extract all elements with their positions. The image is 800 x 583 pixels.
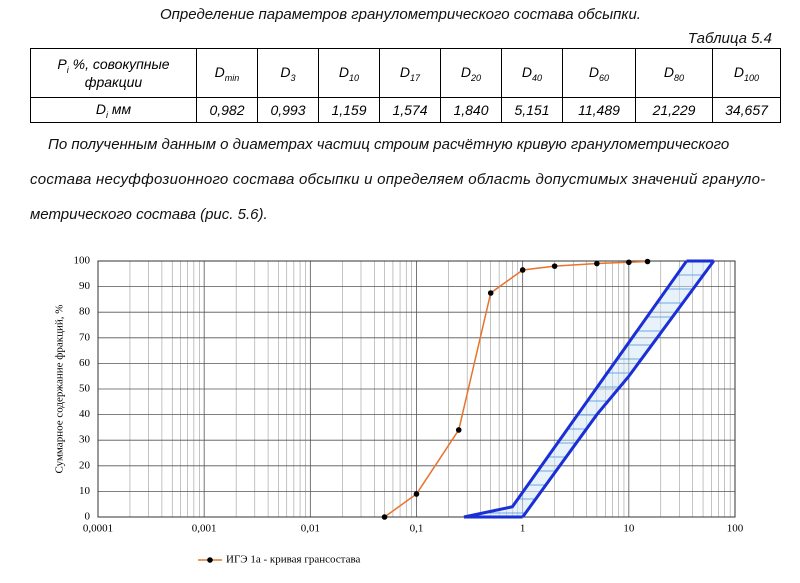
data-cell: 34,657: [712, 97, 781, 123]
point: [644, 258, 651, 265]
header-cell: D40: [501, 48, 563, 98]
data-cell: 11,489: [562, 97, 636, 123]
y-tick-label: 50: [79, 383, 91, 395]
x-tick-label: 0,01: [301, 523, 320, 535]
header-cell: D60: [562, 48, 636, 98]
legend-label: ИГЭ 1а - кривая грансостава: [226, 554, 361, 566]
header-cell: D20: [440, 48, 502, 98]
y-tick-label: 40: [79, 408, 91, 420]
band-fill: [463, 261, 714, 517]
header-cell: D10: [318, 48, 380, 98]
point: [626, 259, 632, 266]
row-label: Di мм: [30, 97, 197, 123]
data-cell: 0,993: [257, 97, 319, 123]
cell-text: D: [460, 63, 472, 80]
cell-text: min: [224, 72, 240, 83]
cell-text: D: [280, 63, 291, 80]
data-cell: 1,840: [440, 97, 502, 123]
cell-text: D: [399, 63, 411, 80]
cell-text: 100: [744, 72, 760, 83]
cell-text: i: [106, 109, 109, 120]
envelope-line: [463, 260, 688, 519]
paragraph-line: По полученным данным о диаметрах частиц …: [48, 136, 730, 153]
x-tick-label: 1: [520, 523, 526, 535]
y-tick-label: 70: [79, 331, 91, 343]
cell-text: 3: [290, 72, 296, 83]
x-tick-label: 10: [623, 523, 635, 535]
paragraph-line: состава несуффозионного состава обсыпки …: [30, 171, 766, 188]
point: [487, 290, 494, 296]
point: [594, 260, 600, 267]
cell-text: %, совокупные фракции: [68, 55, 170, 91]
cell-text: 60: [599, 72, 610, 83]
point: [381, 514, 388, 520]
cell-text: D: [663, 63, 675, 80]
cell-text: 17: [410, 72, 421, 83]
point: [455, 427, 462, 433]
cell-text: D: [214, 63, 225, 80]
plot-frame: [97, 260, 736, 518]
point: [519, 267, 526, 273]
cell-text: 20: [471, 72, 482, 83]
cell-text: мм: [108, 100, 132, 117]
legend-marker: [207, 557, 213, 563]
envelope-line: [521, 260, 715, 518]
table: Pi %, совокупные фракции Dmin D3 D10 D17 D20 D…: [30, 48, 781, 123]
header-cell: D17: [379, 48, 441, 98]
header-cell: D3: [257, 48, 319, 98]
y-tick-label: 80: [79, 306, 91, 318]
header-cell: Pi %, совокупные фракции: [30, 48, 197, 98]
data-cell: 5,151: [501, 97, 563, 123]
cell-text: i: [66, 64, 69, 75]
x-tick-label: 0,001: [192, 523, 217, 535]
data-cell: 21,229: [635, 97, 713, 123]
y-axis-label: Суммарное содержание фракций, %: [54, 305, 66, 474]
cell-text: 80: [674, 72, 685, 83]
x-tick-label: 100: [727, 523, 744, 535]
x-tick-label: 0,1: [410, 523, 424, 535]
data-cell: 1,574: [379, 97, 441, 123]
cell-text: 10: [349, 72, 360, 83]
cell-text: D: [588, 63, 600, 80]
y-tick-label: 0: [85, 511, 91, 523]
cell-text: D: [733, 63, 745, 80]
cell-text: D: [338, 63, 350, 80]
cell-text: D: [95, 100, 107, 117]
y-tick-label: 90: [79, 280, 91, 292]
cell-text: D: [521, 63, 533, 80]
cell-text: 40: [532, 72, 543, 83]
data-cell: 1,159: [318, 97, 380, 123]
y-tick-label: 20: [79, 459, 91, 471]
y-tick-label: 30: [79, 434, 91, 446]
paragraph-line: метрического состава (рис. 5.6).: [30, 206, 268, 223]
point: [413, 491, 420, 497]
title: Определение параметров гранулометрическо…: [160, 6, 641, 23]
point: [551, 263, 558, 269]
y-tick-label: 10: [79, 485, 91, 497]
header-cell: Dmin: [196, 48, 258, 98]
data-cell: 0,982: [196, 97, 258, 123]
x-tick-label: 0,0001: [83, 523, 113, 535]
chart: 0,0001 0,001 0,01 0,1 1 10 100 0 10 20 30 40 50 60 70 8…: [54, 255, 744, 566]
header-cell: D100: [712, 48, 781, 98]
table-label: Таблица 5.4: [687, 30, 772, 47]
y-tick-label: 60: [79, 357, 91, 369]
y-tick-label: 100: [74, 255, 91, 267]
header-cell: D80: [635, 48, 713, 98]
cell-text: P: [57, 55, 67, 72]
